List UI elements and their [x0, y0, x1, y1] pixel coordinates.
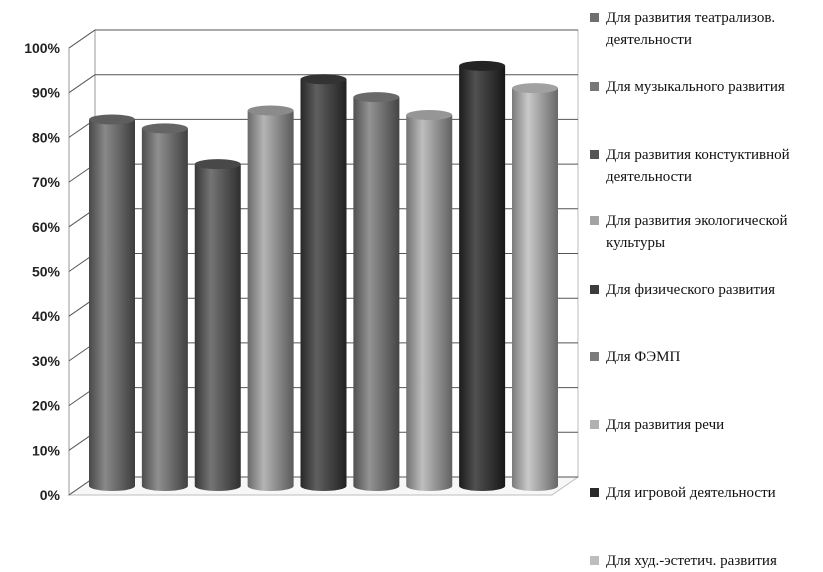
bar-body — [89, 119, 135, 492]
bar — [512, 83, 558, 492]
legend-swatch — [590, 352, 599, 361]
bar-top — [353, 92, 400, 103]
y-tick-label: 60% — [32, 219, 61, 235]
bar-top — [512, 83, 558, 94]
y-tick-label: 70% — [32, 174, 61, 190]
bar-top — [247, 105, 294, 116]
y-tick-label: 40% — [32, 308, 61, 324]
y-tick-label: 20% — [32, 398, 61, 414]
legend-swatch — [590, 556, 599, 565]
bar — [353, 92, 400, 491]
bar-body — [247, 110, 294, 492]
bar-body — [141, 128, 188, 491]
legend-label: Для игровой деятельности — [606, 485, 776, 501]
bars — [89, 60, 558, 492]
bar — [89, 114, 135, 492]
legend-label: Для развития речи — [606, 417, 725, 433]
legend-swatch — [590, 82, 599, 91]
bar-top — [300, 74, 347, 85]
y-tick-label: 30% — [32, 353, 61, 369]
legend-label: Для развития констуктивной деятельности — [606, 147, 790, 185]
bar — [459, 60, 506, 492]
bar-body — [406, 114, 453, 492]
legend-swatch — [590, 420, 599, 429]
bar-body — [459, 65, 506, 492]
legend-swatch — [590, 216, 599, 225]
bar — [406, 109, 453, 492]
y-tick-label: 0% — [40, 487, 61, 503]
legend-label: Для музыкального развития — [606, 79, 785, 95]
bar — [247, 105, 294, 492]
bar-body — [353, 97, 400, 491]
bar — [141, 123, 188, 491]
legend-label: Для ФЭМП — [606, 349, 681, 365]
bar-body — [300, 79, 347, 492]
bar — [300, 74, 347, 492]
bar-body — [512, 88, 558, 492]
y-tick-label: 50% — [32, 264, 61, 280]
bar-chart: 0% 10% 20% 30% 40% 50% 60% 70% 80% 90% 100% — [24, 29, 580, 503]
gridline-side — [68, 74, 96, 94]
legend-label: Для физического развития — [606, 282, 776, 298]
y-tick-label: 10% — [32, 442, 61, 458]
bar-top — [141, 123, 188, 134]
y-tick-label: 100% — [24, 40, 60, 56]
legend-label: Для развития экологической культуры — [606, 213, 788, 251]
bar-top — [406, 109, 453, 120]
legend-swatch — [590, 150, 599, 159]
bar — [194, 159, 241, 492]
bar-top — [89, 114, 135, 125]
bar-top — [194, 159, 241, 170]
gridline-side — [68, 29, 96, 49]
legend-label: Для развития театрализов. деятельности — [606, 10, 776, 48]
bar-body — [194, 164, 241, 492]
legend-swatch — [590, 488, 599, 497]
y-tick-label: 80% — [32, 129, 61, 145]
legend-label: Для худ.-эстетич. развития — [606, 553, 777, 569]
y-tick-label: 90% — [32, 85, 61, 101]
legend-swatch — [590, 285, 599, 294]
legend-swatch — [590, 13, 599, 22]
y-axis-ticks: 0% 10% 20% 30% 40% 50% 60% 70% 80% 90% 100% — [24, 40, 60, 503]
bar-top — [459, 60, 506, 71]
